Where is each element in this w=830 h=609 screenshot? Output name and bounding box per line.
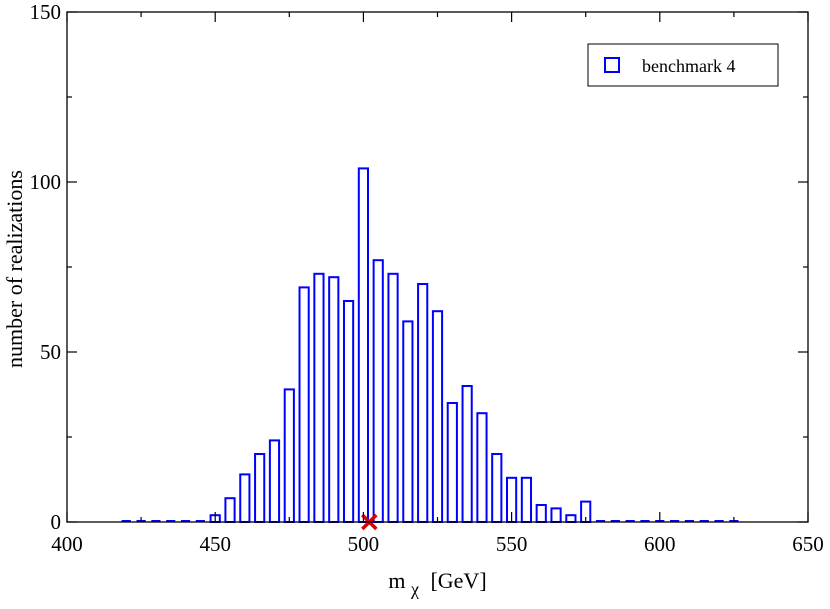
histogram-bar	[446, 402, 458, 523]
x-axis-title-unit: [GeV]	[430, 568, 486, 593]
histogram-bar	[565, 514, 577, 524]
plot-frame	[66, 11, 809, 523]
histogram-bars	[121, 167, 739, 524]
histogram-bar	[550, 507, 562, 523]
histogram-bar	[431, 310, 444, 524]
legend-swatch	[604, 57, 620, 73]
histogram-bar	[328, 276, 340, 524]
histogram-bar	[357, 167, 369, 523]
histogram-bar	[535, 504, 547, 523]
histogram-bar	[268, 439, 281, 523]
histogram-bar	[387, 272, 399, 523]
legend-label: benchmark 4	[642, 56, 735, 76]
histogram-bar	[520, 476, 533, 523]
y-tick-label: 100	[30, 170, 62, 194]
histogram-bar	[461, 385, 473, 523]
x-axis-title-subscript: χ	[410, 579, 419, 599]
x-axis-title-main: m	[388, 568, 405, 593]
x-tick-label: 450	[199, 532, 231, 556]
histogram-bar	[402, 320, 414, 523]
histogram-bar	[283, 388, 295, 523]
tick-labels: 400 450 500 550 600 650 0 50 100 150	[30, 0, 824, 556]
legend: benchmark 4	[587, 43, 779, 87]
histogram-bar	[491, 453, 503, 523]
x-tick-label: 550	[496, 532, 528, 556]
x-tick-label: 500	[348, 532, 380, 556]
x-tick-label: 400	[51, 532, 83, 556]
histogram-bar	[239, 473, 251, 523]
y-tick-label: 50	[40, 340, 61, 364]
axis-ticks	[66, 11, 809, 523]
x-tick-label: 650	[792, 532, 824, 556]
x-tick-label: 600	[644, 532, 676, 556]
histogram-bar	[417, 283, 429, 523]
histogram-bar	[342, 300, 355, 523]
y-tick-label: 0	[51, 510, 62, 534]
x-axis-title: m χ [GeV]	[388, 568, 486, 600]
histogram-bar	[372, 259, 384, 523]
histogram-bar	[298, 286, 310, 523]
y-axis-title: number of realizations	[2, 170, 27, 368]
histogram-bar	[224, 497, 236, 524]
y-tick-label: 150	[30, 0, 62, 24]
histogram-bar	[476, 412, 488, 524]
histogram-bar	[254, 453, 266, 523]
histogram-bar	[313, 272, 325, 523]
